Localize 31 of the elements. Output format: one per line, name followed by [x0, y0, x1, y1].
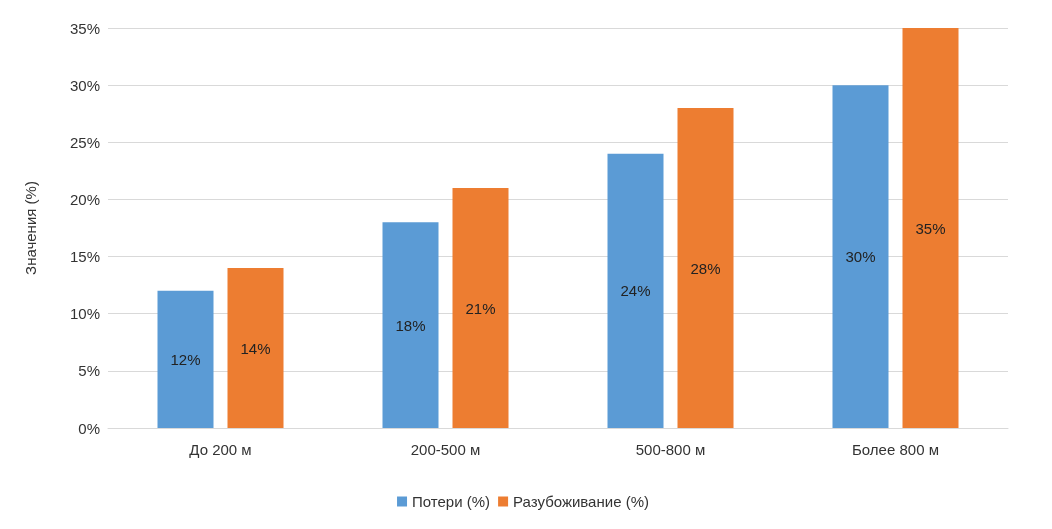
- data-label: 24%: [620, 282, 651, 300]
- data-label: 14%: [240, 339, 271, 357]
- y-tick-label: 35%: [69, 19, 100, 37]
- bar: [452, 188, 509, 428]
- x-tick-label: 200-500 м: [410, 441, 481, 458]
- legend-label: Разубоживание (%): [513, 493, 649, 510]
- bar: [902, 28, 959, 428]
- y-tick-label: 25%: [69, 133, 100, 151]
- data-label: 18%: [395, 316, 426, 334]
- y-tick-label: 15%: [69, 248, 100, 266]
- x-tick-label: 500-800 м: [635, 441, 706, 458]
- legend-label: Потери (%): [412, 493, 491, 510]
- y-tick-label: 5%: [78, 362, 100, 380]
- bar: [832, 85, 889, 428]
- y-tick-label: 20%: [69, 190, 100, 208]
- y-axis-title: Значения (%): [22, 181, 39, 275]
- bar: [607, 153, 664, 428]
- y-tick-label: 30%: [69, 76, 100, 94]
- x-tick-label: Более 800 м: [852, 441, 939, 458]
- data-label: 12%: [170, 350, 201, 368]
- data-label: 30%: [845, 248, 876, 266]
- y-tick-label: 0%: [78, 419, 100, 437]
- bar: [382, 222, 439, 428]
- data-label: 21%: [465, 299, 496, 317]
- data-label: 35%: [915, 219, 946, 237]
- y-tick-label: 10%: [69, 305, 100, 323]
- bar: [227, 268, 284, 428]
- x-tick-label: До 200 м: [189, 441, 252, 458]
- bar: [677, 108, 734, 428]
- data-label: 28%: [690, 259, 721, 277]
- bar: [157, 290, 214, 428]
